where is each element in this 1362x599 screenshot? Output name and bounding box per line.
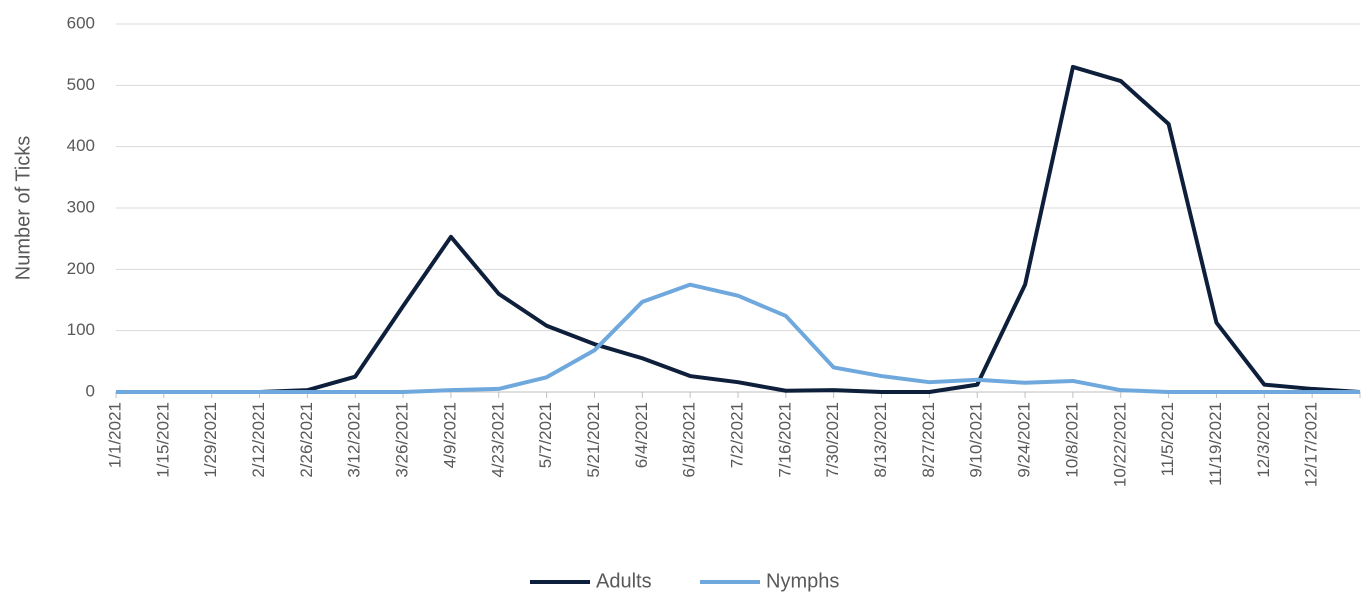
legend-label: Adults	[596, 570, 652, 592]
x-tick-label: 5/7/2021	[536, 402, 555, 468]
x-tick-label: 10/22/2021	[1110, 402, 1129, 487]
legend-label: Nymphs	[766, 570, 839, 592]
x-tick-label: 8/27/2021	[919, 402, 938, 478]
y-tick-label: 500	[67, 75, 95, 94]
x-tick-label: 7/16/2021	[775, 402, 794, 478]
y-tick-label: 400	[67, 136, 95, 155]
x-tick-label: 3/26/2021	[393, 402, 412, 478]
x-tick-label: 11/19/2021	[1206, 402, 1225, 486]
x-tick-label: 1/15/2021	[153, 402, 172, 478]
x-tick-label: 2/26/2021	[297, 402, 316, 478]
x-tick-label: 5/21/2021	[584, 402, 603, 478]
y-tick-label: 200	[67, 259, 95, 278]
x-tick-label: 4/23/2021	[488, 402, 507, 478]
y-tick-label: 0	[86, 381, 95, 400]
x-tick-label: 11/5/2021	[1158, 402, 1177, 476]
y-tick-label: 300	[67, 197, 95, 216]
x-tick-label: 6/18/2021	[680, 402, 699, 478]
x-tick-label: 3/12/2021	[345, 402, 364, 478]
x-tick-label: 7/30/2021	[823, 402, 842, 478]
line	[116, 64, 1361, 394]
x-tick-label: 10/8/2021	[1062, 402, 1081, 478]
x-tick-label: 6/4/2021	[632, 402, 651, 468]
x-tick-label: 12/17/2021	[1302, 402, 1321, 487]
y-tick-label: 600	[67, 13, 95, 32]
x-tick-label: 2/12/2021	[249, 402, 268, 478]
x-tick-label: 9/10/2021	[967, 402, 986, 478]
y-axis-title: Number of Ticks	[12, 136, 34, 280]
x-tick-label: 1/29/2021	[201, 402, 220, 478]
x-tick-label: 12/3/2021	[1254, 402, 1273, 478]
x-tick-label: 8/13/2021	[871, 402, 890, 478]
x-tick-label: 1/1/2021	[105, 402, 124, 468]
y-tick-label: 100	[67, 320, 95, 339]
x-tick-label: 4/9/2021	[440, 402, 459, 468]
x-tick-label: 9/24/2021	[1015, 402, 1034, 478]
line	[116, 282, 1360, 394]
x-tick-label: 7/2/2021	[727, 402, 746, 468]
